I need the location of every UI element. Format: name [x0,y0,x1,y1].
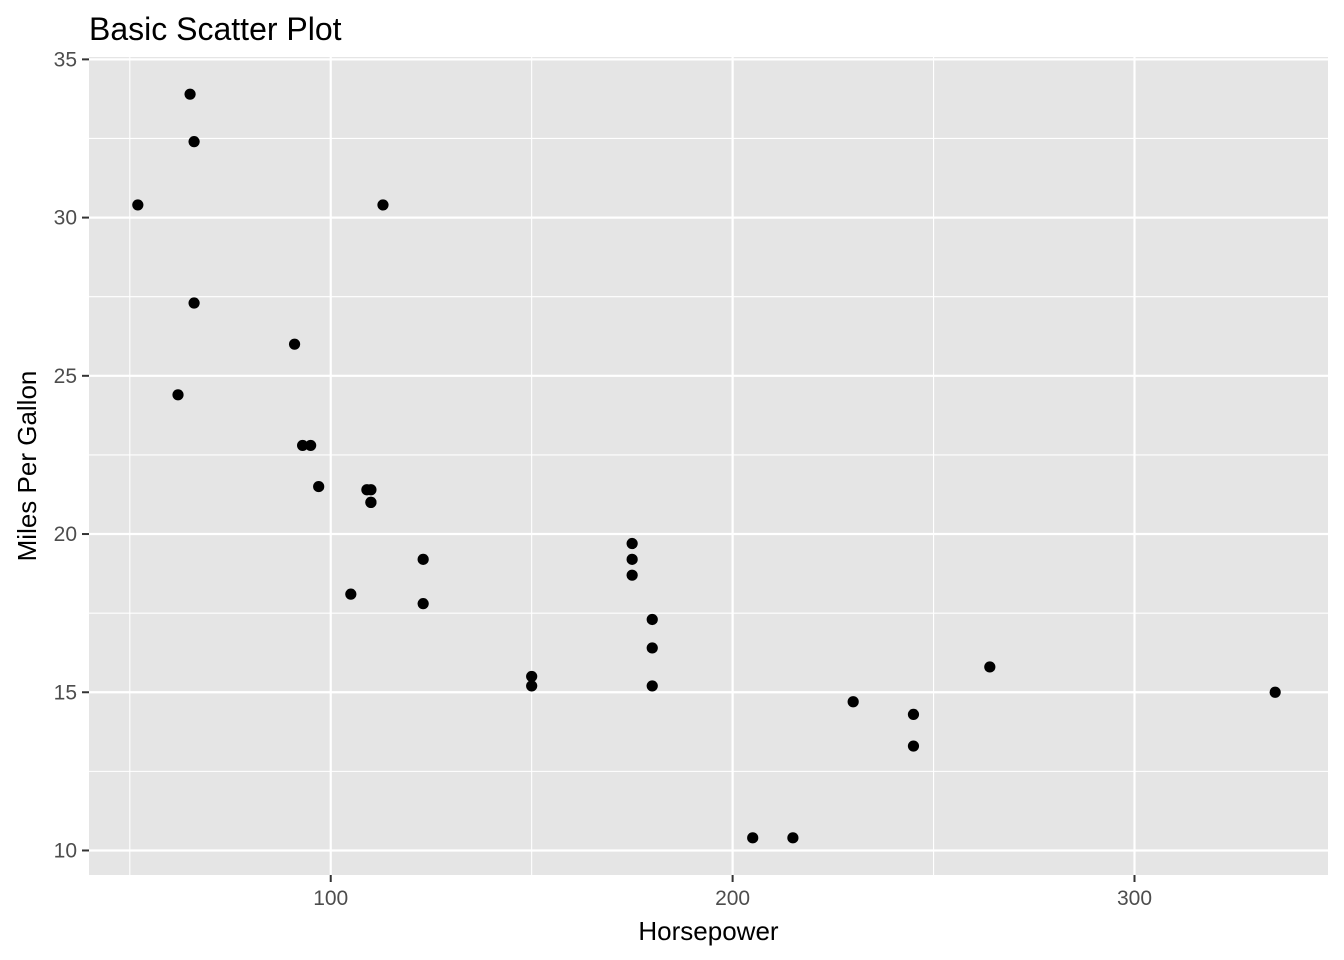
data-point [172,389,184,401]
plot-panel [89,57,1328,875]
data-point [626,537,638,550]
data-point [188,136,200,148]
y-tick-label: 20 [54,523,77,546]
y-tick-label: 35 [54,48,77,71]
data-point [526,670,538,683]
data-point [787,832,799,844]
x-tick-label: 300 [1117,887,1152,910]
y-tick-label: 25 [54,365,77,388]
data-point [188,297,200,309]
data-point [747,832,759,844]
data-point [377,199,389,211]
data-point [626,553,638,565]
data-point [1269,686,1281,698]
y-tick-label: 15 [54,681,77,704]
data-point [313,480,325,493]
data-point [526,680,538,692]
major-gridlines [89,57,1328,875]
data-point [847,696,859,708]
data-point [365,496,377,508]
data-point [305,439,317,452]
data-point [907,708,920,721]
data-point [984,661,996,673]
data-point [626,569,638,581]
x-axis: 100 200 300 [313,875,1152,910]
y-axis-title: Miles Per Gallon [12,371,42,562]
data-point [184,88,196,100]
chart-title: Basic Scatter Plot [89,11,342,47]
x-tick-label: 100 [313,887,348,910]
data-point [646,680,658,692]
data-point [907,740,920,752]
data-point [296,439,309,452]
data-point [646,613,658,626]
minor-gridlines [89,57,1328,875]
y-axis: 10 15 20 25 30 35 [54,48,89,862]
data-point [132,199,144,211]
data-point [345,588,357,600]
data-point [361,484,373,496]
y-tick-label: 10 [54,839,77,862]
data-point [646,642,658,654]
data-point [288,338,301,350]
data-point [417,553,429,565]
x-axis-title: Horsepower [638,916,779,946]
data-points [132,88,1281,844]
x-tick-label: 200 [715,887,750,910]
data-point [417,598,429,610]
y-tick-label: 30 [54,207,77,230]
